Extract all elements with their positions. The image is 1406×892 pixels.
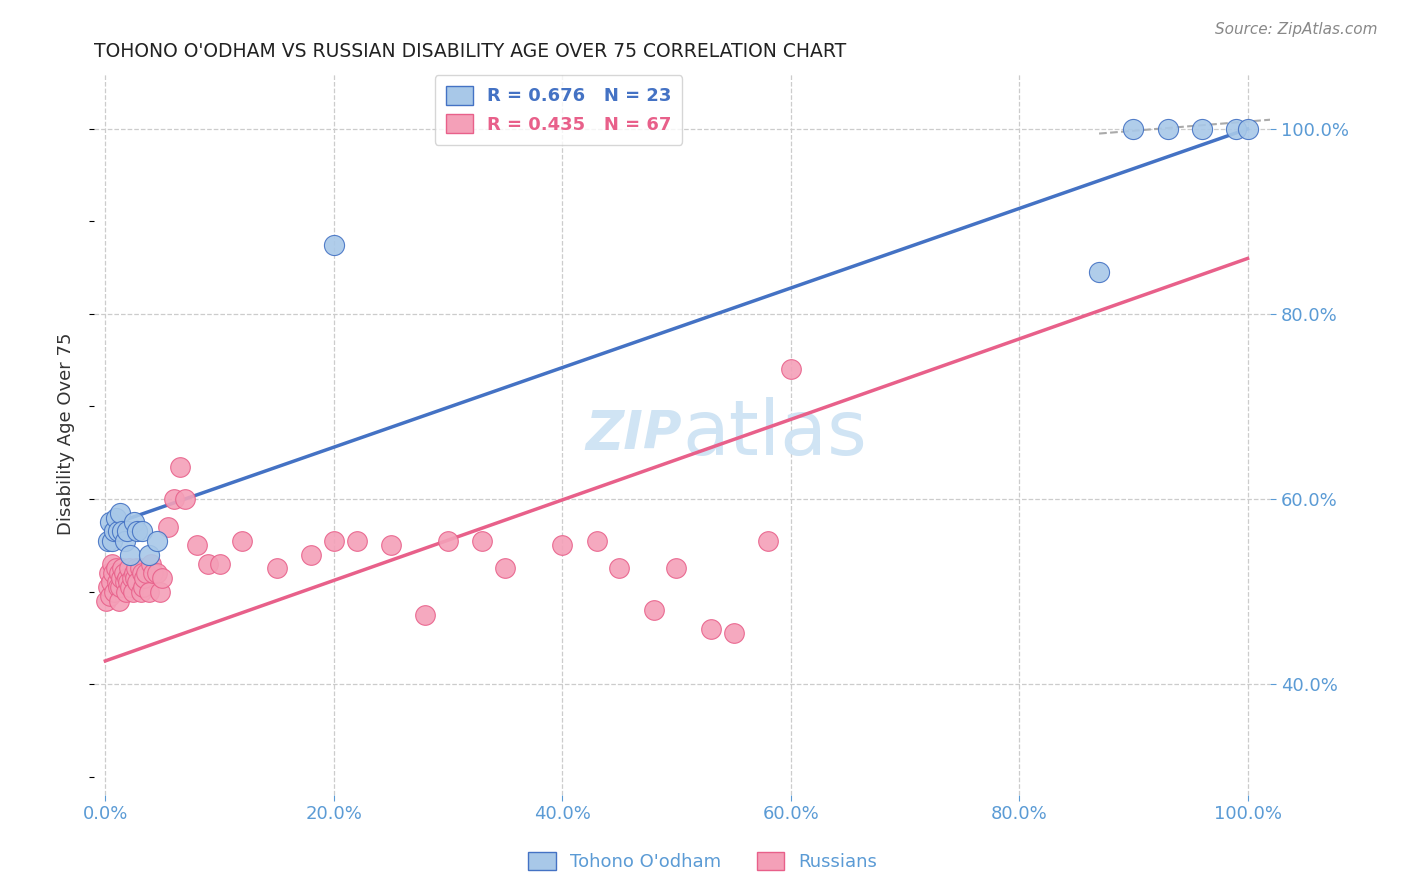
Point: [134, 571, 156, 585]
Point: [96, 594, 118, 608]
Point: [157, 520, 180, 534]
Point: [413, 607, 436, 622]
Point: [107, 524, 129, 539]
Point: [105, 575, 128, 590]
Point: [114, 575, 136, 590]
Point: [115, 524, 138, 539]
Point: [103, 584, 125, 599]
Point: [1236, 122, 1258, 136]
Point: [104, 510, 127, 524]
Text: TOHONO O'ODHAM VS RUSSIAN DISABILITY AGE OVER 75 CORRELATION CHART: TOHONO O'ODHAM VS RUSSIAN DISABILITY AGE…: [94, 42, 846, 61]
Point: [114, 533, 136, 548]
Y-axis label: Disability Age Over 75: Disability Age Over 75: [58, 333, 75, 535]
Point: [111, 561, 134, 575]
Point: [127, 524, 149, 539]
Point: [131, 566, 153, 580]
Point: [643, 603, 665, 617]
Point: [98, 589, 121, 603]
Point: [115, 584, 138, 599]
Point: [104, 561, 127, 575]
Point: [120, 548, 142, 562]
Point: [145, 566, 167, 580]
Point: [756, 533, 779, 548]
Point: [117, 575, 139, 590]
Point: [152, 571, 174, 585]
Point: [107, 580, 129, 594]
Point: [231, 533, 253, 548]
Point: [139, 557, 162, 571]
Point: [197, 557, 219, 571]
Text: Source: ZipAtlas.com: Source: ZipAtlas.com: [1215, 22, 1378, 37]
Point: [108, 506, 131, 520]
Point: [299, 548, 322, 562]
Point: [115, 571, 138, 585]
Point: [108, 566, 131, 580]
Point: [609, 561, 631, 575]
Point: [111, 524, 134, 539]
Point: [138, 584, 160, 599]
Point: [145, 533, 167, 548]
Point: [103, 524, 125, 539]
Point: [118, 561, 141, 575]
Point: [494, 561, 516, 575]
Point: [97, 533, 120, 548]
Point: [699, 622, 721, 636]
Point: [97, 580, 120, 594]
Point: [142, 566, 165, 580]
Point: [127, 575, 149, 590]
Point: [1191, 122, 1213, 136]
Point: [1225, 122, 1247, 136]
Point: [585, 533, 607, 548]
Point: [380, 538, 402, 552]
Point: [665, 561, 688, 575]
Point: [138, 548, 160, 562]
Point: [121, 571, 143, 585]
Point: [1122, 122, 1144, 136]
Point: [266, 561, 288, 575]
Point: [346, 533, 368, 548]
Point: [1156, 122, 1178, 136]
Point: [97, 566, 120, 580]
Legend: R = 0.676   N = 23, R = 0.435   N = 67: R = 0.676 N = 23, R = 0.435 N = 67: [434, 75, 682, 145]
Point: [112, 566, 135, 580]
Point: [122, 566, 145, 580]
Point: [186, 538, 208, 552]
Point: [124, 571, 146, 585]
Point: [128, 561, 150, 575]
Text: ZIP: ZIP: [586, 409, 682, 460]
Point: [98, 515, 121, 529]
Point: [103, 566, 125, 580]
Point: [1088, 265, 1111, 279]
Point: [322, 237, 344, 252]
Point: [122, 515, 145, 529]
Point: [121, 584, 143, 599]
Point: [163, 491, 186, 506]
Point: [437, 533, 460, 548]
Point: [120, 580, 142, 594]
Point: [132, 580, 155, 594]
Point: [208, 557, 231, 571]
Point: [149, 584, 172, 599]
Point: [125, 561, 148, 575]
Point: [723, 626, 745, 640]
Point: [322, 533, 344, 548]
Point: [551, 538, 574, 552]
Point: [779, 362, 801, 376]
Point: [100, 575, 122, 590]
Point: [108, 594, 131, 608]
Point: [108, 580, 131, 594]
Point: [174, 491, 197, 506]
Point: [135, 566, 157, 580]
Text: atlas: atlas: [682, 397, 868, 471]
Point: [101, 533, 124, 548]
Point: [129, 584, 152, 599]
Point: [110, 571, 132, 585]
Point: [471, 533, 494, 548]
Point: [131, 524, 153, 539]
Point: [169, 459, 191, 474]
Legend: Tohono O'odham, Russians: Tohono O'odham, Russians: [522, 845, 884, 879]
Point: [101, 557, 124, 571]
